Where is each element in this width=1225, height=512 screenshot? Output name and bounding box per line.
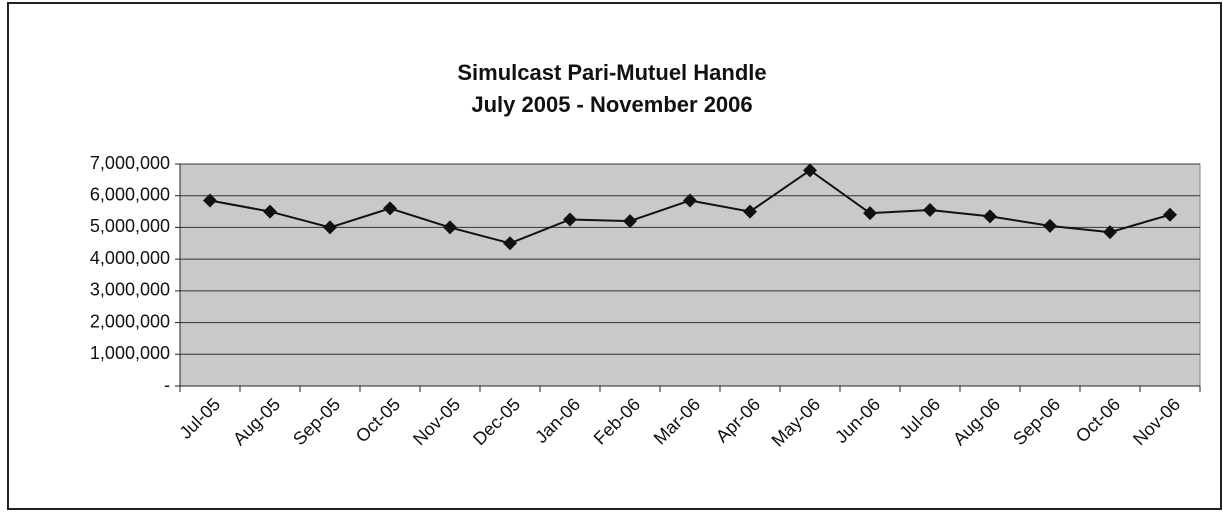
data-point (443, 220, 457, 235)
y-tick-label: 4,000,000 (90, 248, 170, 268)
data-point (803, 163, 817, 178)
data-point (623, 214, 637, 229)
data-point (263, 204, 277, 219)
chart-title: Simulcast Pari-Mutuel Handle (457, 60, 766, 85)
data-point (563, 212, 577, 227)
data-point (503, 236, 517, 251)
data-point (323, 220, 337, 235)
data-point (863, 206, 877, 221)
y-tick-label: 1,000,000 (90, 343, 170, 363)
chart-subtitle: July 2005 - November 2006 (471, 92, 752, 117)
data-point (983, 209, 997, 224)
data-point (383, 201, 397, 216)
data-point (203, 193, 217, 208)
y-tick-label: 2,000,000 (90, 311, 170, 331)
data-point (1163, 207, 1177, 222)
data-point (743, 204, 757, 219)
y-tick-label: - (164, 375, 170, 395)
y-tick-label: 5,000,000 (90, 216, 170, 236)
data-point (683, 193, 697, 208)
y-tick-label: 6,000,000 (90, 184, 170, 204)
data-point (1043, 218, 1057, 233)
y-tick-label: 7,000,000 (90, 153, 170, 173)
y-tick-label: 3,000,000 (90, 280, 170, 300)
data-point (1103, 225, 1117, 240)
data-point (923, 202, 937, 217)
